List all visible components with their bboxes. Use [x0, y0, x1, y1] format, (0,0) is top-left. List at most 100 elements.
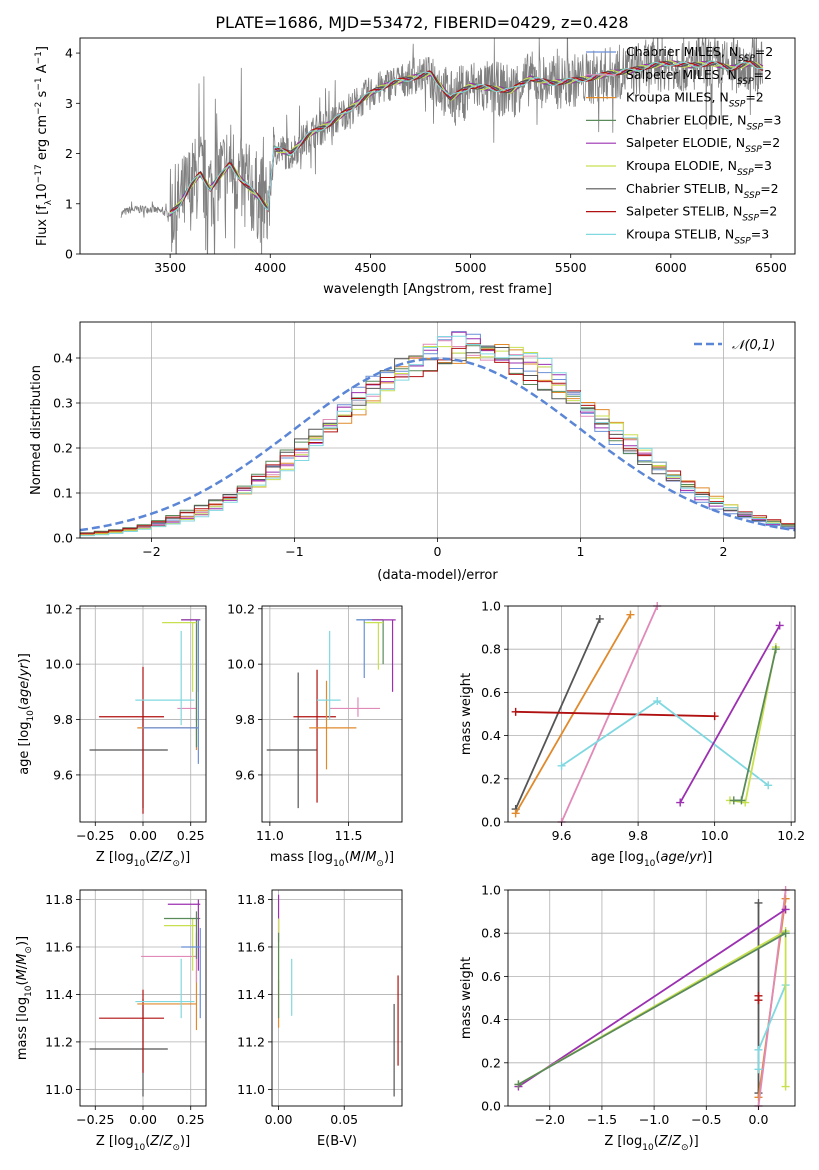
- y-tick-label: 1.0: [481, 599, 501, 614]
- weight-point: [676, 798, 685, 807]
- legend-label: 𝒩(0,1): [732, 338, 775, 353]
- x-tick-label: −1: [285, 544, 303, 559]
- y-tick-label: 11.0: [45, 1082, 73, 1097]
- axes-frame: [507, 605, 796, 823]
- weight-point: [514, 1080, 523, 1089]
- weight-series-line: [517, 932, 787, 1086]
- y-tick-label: 2: [65, 146, 73, 161]
- weight-point: [781, 929, 790, 938]
- legend-label: Kroupa STELIB, NSSP=3: [626, 226, 769, 246]
- y-tick-label: 11.6: [45, 939, 73, 954]
- y-tick-label: 10.2: [227, 601, 255, 616]
- x-tick-label: 4000: [254, 260, 286, 275]
- y-axis-label: Flux [fλ10−17 erg cm−2 s−1 A−1]: [34, 46, 54, 246]
- y-tick-label: 9.6: [235, 767, 255, 782]
- weight-point: [737, 796, 746, 805]
- x-tick-label: 0.25: [177, 828, 205, 843]
- legend-label: Kroupa MILES, NSSP=2: [626, 90, 764, 110]
- y-tick-label: 10.2: [45, 601, 73, 616]
- x-tick-label: −0.25: [76, 828, 114, 843]
- x-axis-label: age [log10(age/yr)]: [591, 850, 713, 869]
- y-tick-label: 9.8: [235, 712, 255, 727]
- x-tick-label: 9.6: [552, 828, 572, 843]
- x-tick-label: 5500: [555, 260, 587, 275]
- x-tick-label: 6500: [755, 260, 787, 275]
- weight-point: [754, 1065, 763, 1074]
- x-tick-label: 3500: [154, 260, 186, 275]
- x-tick-label: 0.00: [129, 1112, 157, 1127]
- x-tick-label: 0.00: [129, 828, 157, 843]
- axes-frame: [79, 605, 207, 823]
- weight-point: [595, 614, 604, 623]
- x-tick-label: 10.0: [701, 828, 729, 843]
- weight-point: [511, 707, 520, 716]
- legend-label: Salpeter ELODIE, NSSP=2: [626, 135, 780, 155]
- x-tick-label: 4500: [354, 260, 386, 275]
- y-tick-label: 0.2: [481, 771, 501, 786]
- legend-label: Chabrier ELODIE, NSSP=3: [626, 112, 781, 132]
- weight-point: [710, 712, 719, 721]
- x-tick-label: −0.25: [76, 1112, 114, 1127]
- weight-series-line: [679, 624, 781, 804]
- y-tick-label: 0.8: [481, 642, 501, 657]
- y-tick-label: 0.0: [481, 1099, 501, 1114]
- weight-point: [775, 621, 784, 630]
- y-tick-label: 0.2: [481, 1055, 501, 1070]
- y-tick-label: 10.0: [227, 657, 255, 672]
- y-tick-label: 0.3: [53, 396, 73, 411]
- weight-point: [729, 796, 738, 805]
- x-tick-label: 0.0: [749, 1112, 769, 1127]
- x-tick-label: −2: [142, 544, 160, 559]
- histogram-series: [80, 343, 795, 534]
- weight-series-line: [514, 618, 601, 810]
- axes-frame: [271, 889, 403, 1107]
- y-tick-label: 0.4: [481, 1012, 501, 1027]
- weight-point: [771, 645, 780, 654]
- y-tick-label: 0.0: [481, 815, 501, 830]
- weight-series-line: [733, 648, 777, 802]
- x-tick-label: −1.5: [587, 1112, 617, 1127]
- y-tick-label: 9.8: [53, 712, 73, 727]
- y-axis-label: mass weight: [459, 957, 474, 1039]
- spectrum-model-line: [169, 60, 764, 215]
- y-tick-label: 11.8: [237, 892, 265, 907]
- x-axis-label: wavelength [Angstrom, rest frame]: [323, 282, 552, 297]
- weight-point: [781, 1082, 790, 1091]
- x-tick-label: 0.00: [265, 1112, 293, 1127]
- y-tick-label: 1.0: [481, 883, 501, 898]
- weight-point: [511, 809, 520, 818]
- x-tick-label: 1: [577, 544, 585, 559]
- weight-point: [781, 905, 790, 914]
- y-tick-label: 11.4: [237, 987, 265, 1002]
- y-tick-label: 11.6: [237, 939, 265, 954]
- y-tick-label: 4: [65, 46, 73, 61]
- x-axis-label: Z [log10(Z/Z⊙)]: [96, 850, 190, 869]
- y-axis-label: Normed distribution: [29, 365, 44, 495]
- legend-label: Salpeter STELIB, NSSP=2: [626, 204, 777, 224]
- y-axis-label: mass [log10(M/M⊙)]: [15, 936, 34, 1060]
- legend-label: Salpeter MILES, NSSP=2: [626, 67, 772, 87]
- axes-frame: [507, 889, 796, 1107]
- figure-title: PLATE=1686, MJD=53472, FIBERID=0429, z=0…: [215, 13, 628, 32]
- weight-point: [764, 781, 773, 790]
- y-tick-label: 9.6: [53, 767, 73, 782]
- y-tick-label: 11.0: [237, 1082, 265, 1097]
- y-tick-label: 0: [65, 247, 73, 262]
- y-tick-label: 0.2: [53, 441, 73, 456]
- y-tick-label: 0.8: [481, 926, 501, 941]
- y-tick-label: 11.4: [45, 987, 73, 1002]
- x-tick-label: 2: [720, 544, 728, 559]
- x-axis-label: Z [log10(Z/Z⊙)]: [96, 1134, 190, 1153]
- x-tick-label: 0.25: [177, 1112, 205, 1127]
- axes-frame: [79, 889, 207, 1107]
- y-axis-label: mass weight: [459, 673, 474, 755]
- y-tick-label: 0.6: [481, 969, 501, 984]
- x-tick-label: 11.0: [256, 828, 284, 843]
- y-tick-label: 0.4: [53, 351, 73, 366]
- x-axis-label: E(B-V): [317, 1134, 357, 1149]
- x-tick-label: −0.5: [691, 1112, 721, 1127]
- weight-point: [754, 898, 763, 907]
- x-tick-label: −1.0: [639, 1112, 669, 1127]
- y-tick-label: 10.0: [45, 657, 73, 672]
